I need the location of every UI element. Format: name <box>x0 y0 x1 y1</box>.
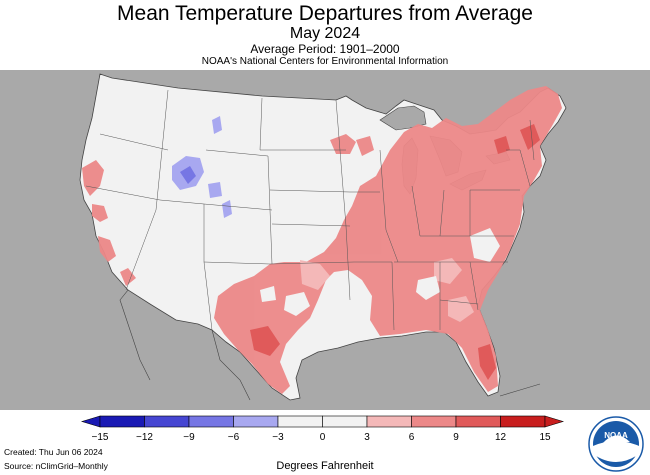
cool-anomaly-regions <box>172 116 232 218</box>
legend-swatch <box>366 415 412 428</box>
strong-warm-areas <box>250 124 540 380</box>
warm-anomaly-regions <box>82 86 562 394</box>
average-period: Average Period: 1901–2000 <box>250 42 400 56</box>
legend-tick-label: 0 <box>320 432 326 443</box>
legend-tick-label: −6 <box>228 432 240 443</box>
light-warm-areas <box>300 258 474 322</box>
map-subtitle: May 2024 <box>289 25 361 42</box>
legend-tick-label: −3 <box>272 432 284 443</box>
neutral-patches <box>260 228 500 334</box>
state-boundaries <box>85 89 535 331</box>
mexico-border <box>119 289 251 401</box>
legend-swatch <box>188 415 234 428</box>
agency-name: NOAA's National Centers for Environmenta… <box>201 56 449 67</box>
legend-tick-label: 12 <box>495 432 507 443</box>
legend-swatch <box>277 415 323 428</box>
noaa-logo-gull <box>602 435 630 444</box>
lake-superior <box>379 105 427 131</box>
legend-swatch <box>322 415 368 428</box>
noaa-logo-text: NOAA <box>604 431 628 440</box>
legend-arrow-high <box>544 415 565 428</box>
legend-swatch <box>411 415 457 428</box>
map-title: Mean Temperature Departures from Average <box>117 2 533 25</box>
legend-swatch <box>233 415 279 428</box>
legend-arrow-low <box>80 415 101 428</box>
noaa-logo-wave <box>593 441 639 462</box>
legend-bar <box>80 415 565 428</box>
temperature-departure-map <box>0 70 650 410</box>
legend-swatch <box>144 415 190 428</box>
legend-tick-label: −15 <box>92 432 109 443</box>
legend-tick-label: 9 <box>453 432 459 443</box>
legend-tick-label: 6 <box>409 432 415 443</box>
legend-tick-label: −12 <box>136 432 153 443</box>
legend-swatch <box>99 415 145 428</box>
legend-tick-label: 15 <box>539 432 551 443</box>
legend-units: Degrees Fahrenheit <box>276 460 374 472</box>
data-source: Source: nClimGrid–Monthly <box>4 461 108 471</box>
created-date: Created: Thu Jun 06 2024 <box>4 447 103 457</box>
legend-tick-label: 3 <box>364 432 370 443</box>
legend-swatch <box>500 415 546 428</box>
color-legend: −15 −12 −9 −6 −3 0 3 6 9 12 15 <box>80 415 565 443</box>
noaa-logo: NOAA <box>588 416 644 472</box>
legend-swatch <box>455 415 501 428</box>
legend-ticks: −15 −12 −9 −6 −3 0 3 6 9 12 15 <box>92 432 551 443</box>
legend-tick-label: −9 <box>183 432 195 443</box>
florida-keys <box>499 383 541 397</box>
